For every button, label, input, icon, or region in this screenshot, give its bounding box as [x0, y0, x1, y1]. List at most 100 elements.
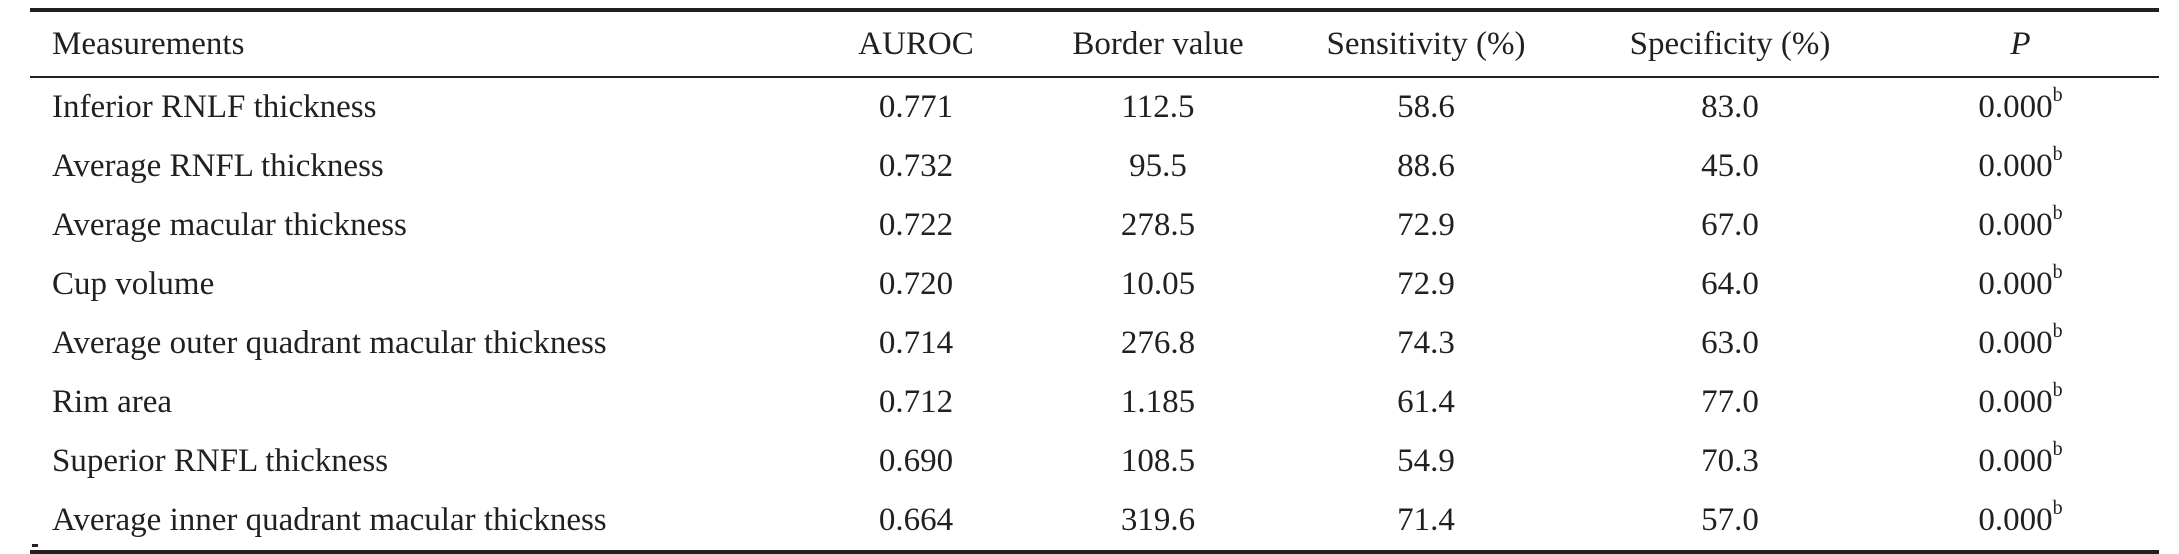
cell-measurement: Cup volume: [30, 255, 790, 314]
p-value-footnote-marker: b: [2052, 202, 2063, 224]
cell-measurement: Average macular thickness: [30, 196, 790, 255]
cell-auroc: 0.771: [790, 77, 1042, 137]
cell-p-value: 0.000b: [1882, 432, 2159, 491]
table-header: Measurements AUROC Border value Sensitiv…: [30, 10, 2159, 77]
cell-measurement: Average outer quadrant macular thickness: [30, 314, 790, 373]
cell-specificity-text: 67.0: [1701, 207, 1759, 243]
cell-specificity-text: 45.0: [1701, 148, 1759, 184]
cell-sensitivity: 71.4: [1274, 491, 1578, 552]
cell-p-value-text: 0.000: [1978, 502, 2053, 538]
cell-border-value-text: 10.05: [1120, 266, 1196, 302]
cell-auroc-text: 0.722: [878, 207, 954, 243]
cell-p-value: 0.000b: [1882, 491, 2159, 552]
cell-sensitivity-text: 61.4: [1397, 384, 1455, 420]
cell-specificity: 70.3: [1578, 432, 1882, 491]
cell-specificity: 57.0: [1578, 491, 1882, 552]
cell-sensitivity: 54.9: [1274, 432, 1578, 491]
cell-border-value: 276.8: [1042, 314, 1274, 373]
results-table-container: Measurements AUROC Border value Sensitiv…: [30, 8, 2159, 554]
cell-border-value-text: 95.5: [1129, 148, 1187, 184]
cell-specificity: 67.0: [1578, 196, 1882, 255]
header-row: Measurements AUROC Border value Sensitiv…: [30, 10, 2159, 77]
cell-p-value-text: 0.000: [1978, 443, 2053, 479]
p-value-footnote-marker: b: [2052, 438, 2063, 460]
cell-sensitivity-text: 54.9: [1397, 443, 1455, 479]
cell-specificity: 63.0: [1578, 314, 1882, 373]
table-row: Superior RNFL thickness 0.690 108.5 54.9 70.…: [30, 432, 2159, 491]
cell-auroc-text: 0.732: [878, 148, 954, 184]
cell-auroc: 0.712: [790, 373, 1042, 432]
cell-border-value: 1.185: [1042, 373, 1274, 432]
cell-border-value: 108.5: [1042, 432, 1274, 491]
header-measurements: Measurements: [52, 25, 245, 62]
cell-border-value: 95.5: [1042, 137, 1274, 196]
cell-measurement: Superior RNFL thickness: [30, 432, 790, 491]
cell-measurement-text: Average RNFL thickness: [52, 148, 384, 184]
header-border-value: Border value: [1072, 25, 1244, 62]
p-value-footnote-marker: b: [2052, 497, 2063, 519]
cell-measurement-text: Rim area: [52, 384, 173, 420]
cell-border-value-text: 108.5: [1120, 443, 1196, 479]
cell-p-value: 0.000b: [1882, 137, 2159, 196]
p-value-footnote-marker: b: [2052, 261, 2063, 283]
cell-auroc: 0.732: [790, 137, 1042, 196]
table-row: Average inner quadrant macular thickness…: [30, 491, 2159, 552]
cell-sensitivity-text: 72.9: [1397, 207, 1455, 243]
cell-p-value: 0.000b: [1882, 255, 2159, 314]
cell-p-value-text: 0.000: [1978, 266, 2053, 302]
table-row: Average macular thickness 0.722 278.5 72.9 6…: [30, 196, 2159, 255]
cell-specificity: 45.0: [1578, 137, 1882, 196]
cell-auroc: 0.714: [790, 314, 1042, 373]
cell-measurement: Average RNFL thickness: [30, 137, 790, 196]
p-value-footnote-marker: b: [2052, 379, 2063, 401]
cell-measurement-text: Average macular thickness: [52, 207, 407, 243]
cell-p-value: 0.000b: [1882, 196, 2159, 255]
cell-measurement-text: Average inner quadrant macular thickness: [52, 502, 607, 538]
cell-sensitivity: 72.9: [1274, 255, 1578, 314]
cell-p-value: 0.000b: [1882, 314, 2159, 373]
cell-sensitivity-text: 71.4: [1397, 502, 1455, 538]
results-table: Measurements AUROC Border value Sensitiv…: [30, 8, 2159, 554]
cell-sensitivity-text: 88.6: [1397, 148, 1455, 184]
cell-p-value-text: 0.000: [1978, 384, 2053, 420]
p-value-footnote-marker: b: [2052, 143, 2063, 165]
cell-measurement-text: Average outer quadrant macular thickness: [52, 325, 607, 361]
cell-auroc-text: 0.664: [878, 502, 954, 538]
table-body: Inferior RNLF thickness 0.771 112.5 58.6 83.…: [30, 77, 2159, 552]
p-value-footnote-marker: b: [2052, 320, 2063, 342]
header-p-value: P: [2010, 25, 2031, 62]
header-auroc: AUROC: [858, 25, 974, 62]
header-sensitivity: Sensitivity (%): [1326, 25, 1526, 62]
cell-specificity-text: 64.0: [1701, 266, 1759, 302]
cell-sensitivity: 72.9: [1274, 196, 1578, 255]
cell-specificity-text: 63.0: [1701, 325, 1759, 361]
cell-auroc-text: 0.712: [878, 384, 954, 420]
cell-p-value-text: 0.000: [1978, 325, 2053, 361]
cell-border-value-text: 276.8: [1120, 325, 1196, 361]
cell-sensitivity-text: 58.6: [1397, 89, 1455, 125]
cell-auroc-text: 0.771: [878, 89, 954, 125]
cell-sensitivity-text: 72.9: [1397, 266, 1455, 302]
cell-specificity-text: 70.3: [1701, 443, 1759, 479]
cell-p-value-text: 0.000: [1978, 89, 2053, 125]
cell-auroc-text: 0.714: [878, 325, 954, 361]
cell-auroc: 0.722: [790, 196, 1042, 255]
cell-auroc: 0.664: [790, 491, 1042, 552]
cell-measurement-text: Cup volume: [52, 266, 215, 302]
table-row: Average outer quadrant macular thickness…: [30, 314, 2159, 373]
cell-specificity-text: 83.0: [1701, 89, 1759, 125]
cell-measurement: Rim area: [30, 373, 790, 432]
cell-measurement: Inferior RNLF thickness: [30, 77, 790, 137]
cell-specificity: 83.0: [1578, 77, 1882, 137]
cell-measurement-text: Superior RNFL thickness: [52, 443, 389, 479]
cell-sensitivity: 88.6: [1274, 137, 1578, 196]
table-row: Average RNFL thickness 0.732 95.5 88.6 45.0 0…: [30, 137, 2159, 196]
cell-border-value-text: 278.5: [1120, 207, 1196, 243]
table-row: Inferior RNLF thickness 0.771 112.5 58.6 83.…: [30, 77, 2159, 137]
cell-border-value: 278.5: [1042, 196, 1274, 255]
cell-measurement: Average inner quadrant macular thickness: [30, 491, 790, 552]
cell-specificity: 64.0: [1578, 255, 1882, 314]
cell-auroc: 0.690: [790, 432, 1042, 491]
cell-border-value: 319.6: [1042, 491, 1274, 552]
cell-specificity-text: 57.0: [1701, 502, 1759, 538]
